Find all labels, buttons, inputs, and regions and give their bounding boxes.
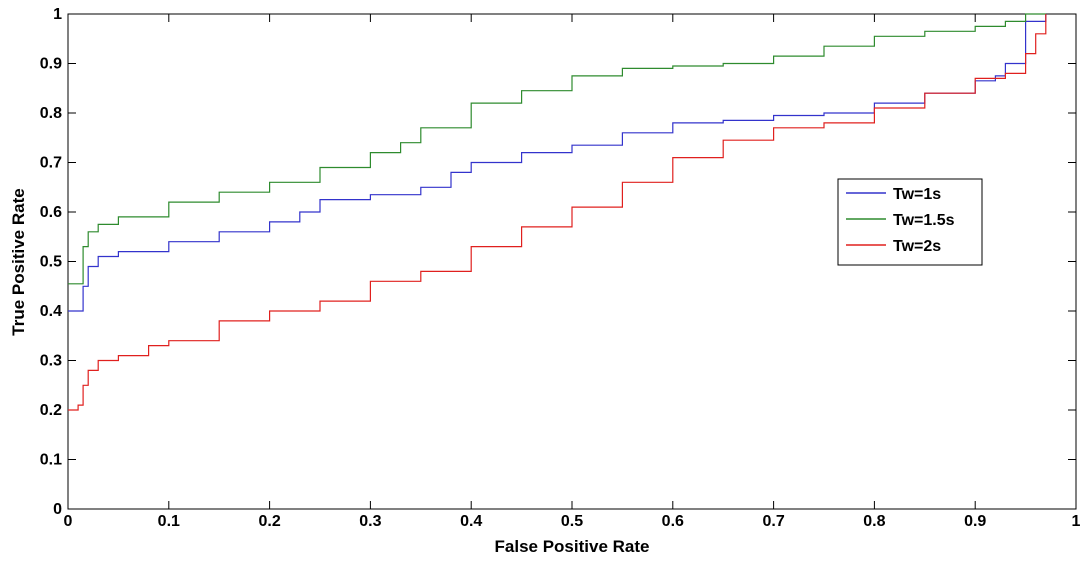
y-tick-label: 0.1 (40, 452, 62, 469)
x-tick-label: 0.8 (863, 513, 885, 530)
legend-label-3: Tw=2s (893, 238, 941, 255)
y-tick-label: 0.2 (40, 402, 62, 419)
x-tick-label: 0.4 (460, 513, 482, 530)
x-tick-label: 1 (1072, 513, 1081, 530)
x-tick-label: 0.1 (158, 513, 180, 530)
y-tick-label: 0.5 (40, 254, 62, 271)
y-tick-label: 0.3 (40, 353, 62, 370)
x-tick-label: 0.3 (359, 513, 381, 530)
legend: Tw=1s Tw=1.5s Tw=2s (837, 178, 983, 266)
x-tick-label: 0.5 (561, 513, 583, 530)
y-tick-label: 0.9 (40, 56, 62, 73)
x-tick-label: 0.7 (762, 513, 784, 530)
y-axis-label: True Positive Rate (9, 188, 28, 335)
legend-label-1: Tw=1s (893, 186, 941, 203)
x-axis-ticks: 0 0.1 0.2 0.3 0.4 0.5 0.6 0.7 0.8 0.9 1 (64, 14, 1081, 530)
y-axis-ticks: 0 0.1 0.2 0.3 0.4 0.5 0.6 0.7 0.8 0.9 1 (40, 6, 1076, 518)
x-tick-label: 0.2 (258, 513, 280, 530)
series-lines (68, 13, 1047, 411)
y-tick-label: 0 (53, 501, 62, 518)
x-axis-label: False Positive Rate (495, 537, 650, 556)
y-tick-label: 1 (53, 6, 62, 23)
legend-label-2: Tw=1.5s (893, 212, 955, 229)
y-tick-label: 0.8 (40, 105, 62, 122)
y-tick-label: 0.4 (40, 303, 62, 320)
x-tick-label: 0 (64, 513, 73, 530)
y-tick-label: 0.7 (40, 155, 62, 172)
x-tick-label: 0.9 (964, 513, 986, 530)
series-line-3 (68, 14, 1047, 411)
x-tick-label: 0.6 (662, 513, 684, 530)
y-tick-label: 0.6 (40, 204, 62, 221)
series-line-2 (68, 13, 1046, 285)
